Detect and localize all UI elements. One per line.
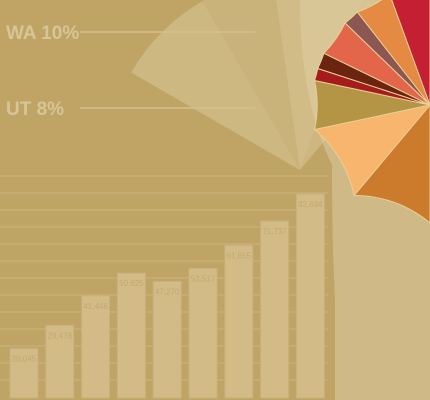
pie-slice <box>353 104 430 224</box>
pie-slice <box>356 0 430 106</box>
bar <box>152 280 182 399</box>
bar <box>188 267 218 399</box>
ghost-pie-wedge <box>202 0 300 170</box>
bar-value-label: 52,517 <box>191 274 216 283</box>
bar-value-label: 50,625 <box>119 279 144 288</box>
pie-slice <box>391 0 430 106</box>
bar-value-label: 71,737 <box>262 227 287 236</box>
bar <box>81 295 111 399</box>
bar <box>45 324 75 399</box>
bar-value-label: 29,478 <box>48 331 73 340</box>
bar-value-label: 61,855 <box>227 251 252 260</box>
bar-value-label: 47,270 <box>155 287 180 296</box>
bar <box>295 193 325 399</box>
callout-label: UT 8% <box>6 99 64 120</box>
bar <box>116 272 146 399</box>
ghost-pie-wedge <box>131 1 300 171</box>
bar <box>260 220 290 399</box>
bar <box>9 348 39 399</box>
bar-value-label: 82,634 <box>298 200 323 209</box>
pie-slice <box>313 104 430 197</box>
bar-value-label: 41,446 <box>83 302 108 311</box>
callout-label: WA 10% <box>6 23 79 44</box>
bar-value-label: 20,045 <box>12 355 37 364</box>
bar <box>224 244 254 399</box>
